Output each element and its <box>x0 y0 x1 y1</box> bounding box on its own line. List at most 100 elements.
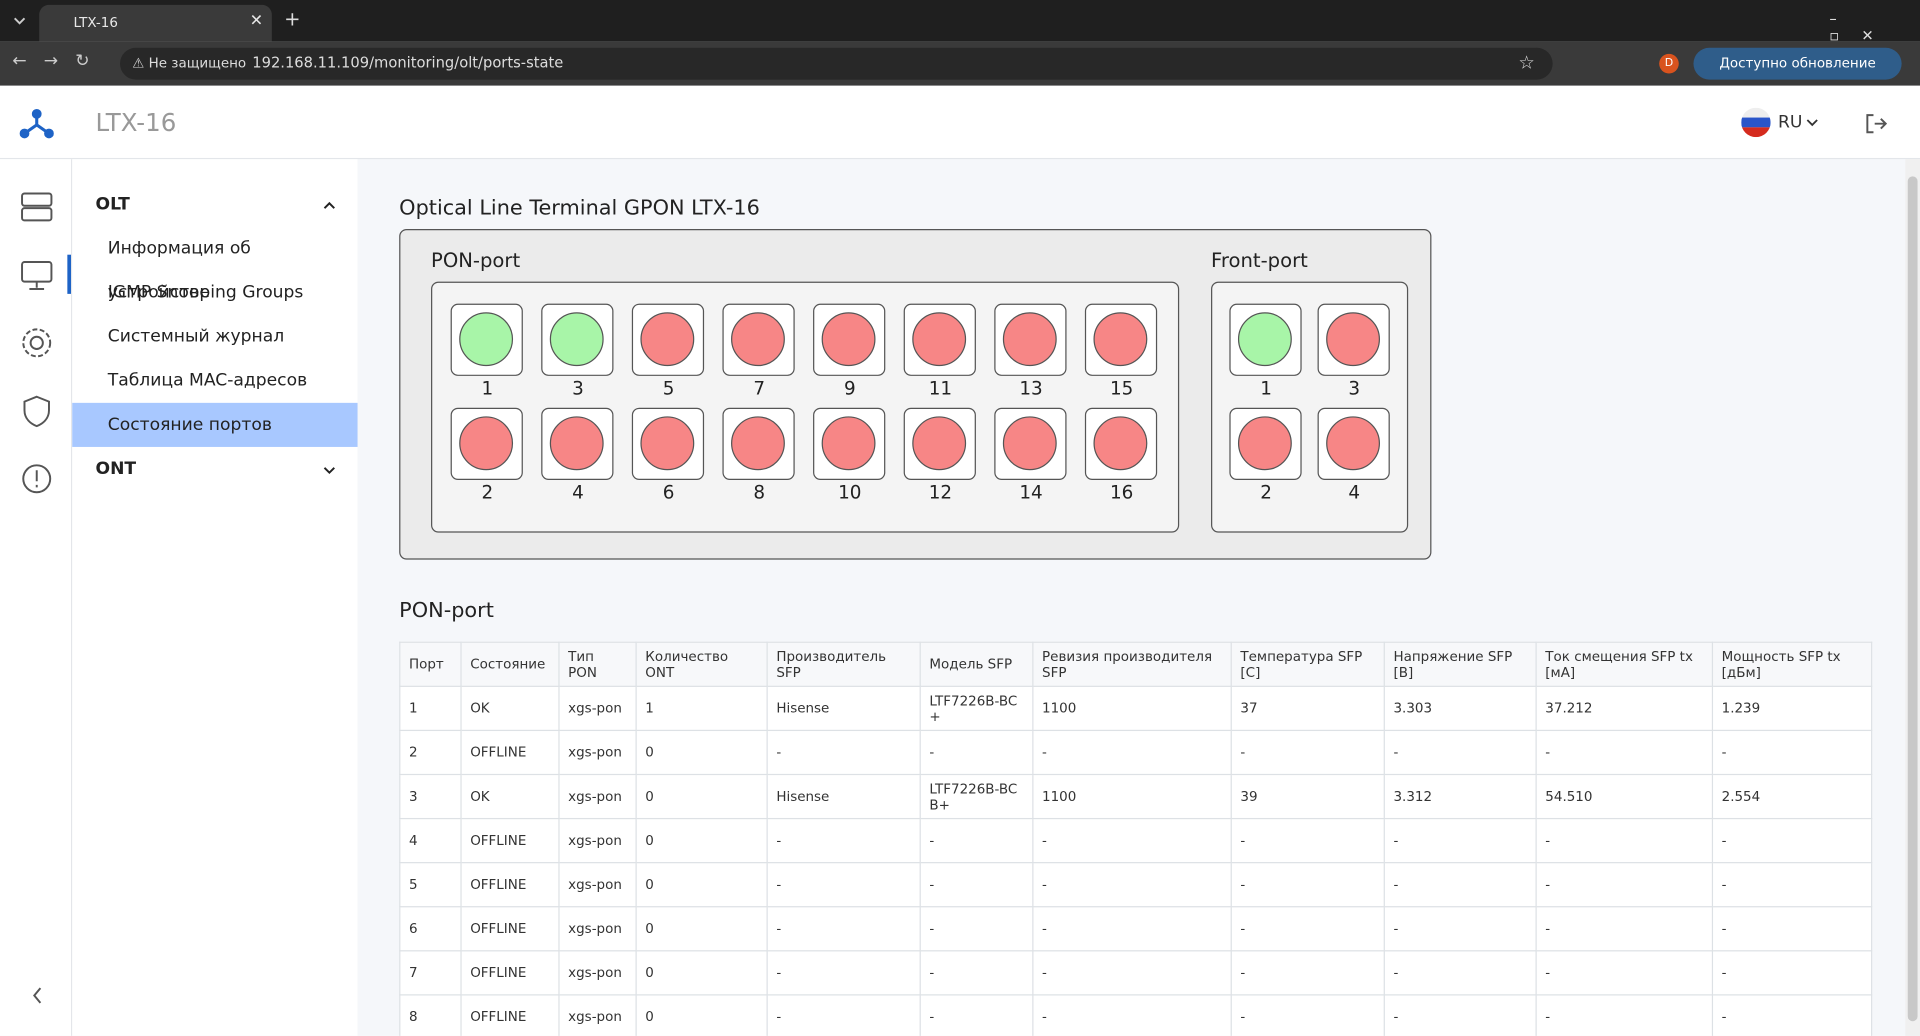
profile[interactable]: D <box>1659 53 1679 74</box>
tab[interactable]: LTX-16 ✕ <box>39 4 272 42</box>
table-cell: LTF7226B-BC+ <box>919 685 1034 732</box>
table-cell: - <box>1711 994 1873 1036</box>
table-cell: 0 <box>635 994 768 1036</box>
menu-item[interactable]: Таблица MAC-адресов <box>107 371 308 391</box>
table-cell: 4 <box>399 817 462 864</box>
port[interactable] <box>450 407 523 481</box>
port-label: 4 <box>572 481 584 504</box>
port[interactable] <box>450 303 523 376</box>
port[interactable] <box>903 407 976 481</box>
window-controls[interactable]: –▫✕ <box>1829 9 1896 45</box>
language[interactable]: RU <box>1777 112 1803 133</box>
tab-strip: LTX-16 ✕ + –▫✕ <box>0 0 1920 45</box>
table-cell: xgs-pon <box>558 994 637 1036</box>
table-cell: - <box>1535 817 1714 864</box>
port-label: 9 <box>843 377 856 400</box>
port-label: 3 <box>572 377 584 400</box>
menu-item[interactable]: Системный журнал <box>107 326 285 347</box>
table-cell: - <box>919 862 1034 908</box>
port[interactable] <box>631 303 705 376</box>
tab-close[interactable]: ✕ <box>249 12 264 31</box>
port[interactable] <box>722 303 795 376</box>
scrollbar <box>1905 159 1920 1036</box>
table-cell: 1.239 <box>1711 685 1873 732</box>
address-bar[interactable]: ⚠ Не защищено 192.168.11.109/monitoring/… <box>120 47 1553 80</box>
menu-item[interactable]: Состояние портов <box>72 402 358 447</box>
table-cell: - <box>1711 729 1873 776</box>
table-cell: - <box>1032 729 1232 776</box>
nav-buttons[interactable]: ←→↻ <box>12 51 107 72</box>
security-text: Не защищено <box>148 55 247 72</box>
port[interactable] <box>994 407 1067 481</box>
port[interactable] <box>1317 407 1390 481</box>
port[interactable] <box>1317 303 1390 376</box>
update-button[interactable]: Доступно обновление Chrome <box>1693 47 1902 103</box>
menu-item[interactable]: IGMP Snooping Groups <box>107 282 304 303</box>
table-row: 4 OFFLINE xgs-pon 0- - - - - - - <box>399 817 1873 864</box>
table-cell: 0 <box>635 950 768 996</box>
menu-group[interactable]: OLT <box>72 182 357 226</box>
url: 192.168.11.109/monitoring/olt/ports-stat… <box>252 53 564 72</box>
column-header: Температура SFP [C] <box>1230 641 1385 687</box>
port[interactable] <box>1084 407 1158 481</box>
port[interactable] <box>541 407 614 481</box>
column-header: Ревизия производителя SFP <box>1032 641 1232 687</box>
table-cell: 6 <box>399 906 462 952</box>
port[interactable] <box>541 303 614 376</box>
table-cell: - <box>766 906 921 952</box>
table-cell: xgs-pon <box>558 950 637 996</box>
menu-group[interactable]: ONT <box>72 447 357 491</box>
menu-caret <box>323 201 335 209</box>
port-label: 8 <box>753 481 766 504</box>
security[interactable]: ⚠ Не защищено <box>132 55 247 72</box>
port[interactable] <box>903 303 976 376</box>
table-cell: - <box>1383 817 1537 864</box>
port-led <box>1002 312 1057 367</box>
port[interactable] <box>813 407 886 481</box>
table-cell: xgs-pon <box>558 862 637 908</box>
table-cell: xgs-pon <box>558 685 637 732</box>
table-cell: - <box>1383 862 1537 908</box>
port[interactable] <box>1229 407 1302 481</box>
port[interactable] <box>722 407 795 481</box>
table-cell: 1 <box>635 685 768 732</box>
port-led <box>821 416 876 471</box>
table-row: 3 OK xgs-pon 0 Hisense LTF7226B-BCB+ 1100 39 3.3… <box>399 773 1873 820</box>
port-label: 5 <box>662 377 675 400</box>
table-cell: 3 <box>399 773 462 820</box>
table-cell: 39 <box>1230 773 1385 820</box>
port[interactable] <box>631 407 705 481</box>
table-cell: - <box>766 862 921 908</box>
table-cell: - <box>1535 950 1714 996</box>
port-led <box>640 416 695 471</box>
tab-menu[interactable] <box>11 12 28 29</box>
port-led <box>731 416 785 471</box>
table-cell: - <box>919 950 1034 996</box>
icon-rail <box>0 159 73 1036</box>
diagram-title: Optical Line Terminal GPON LTX-16 <box>399 195 760 221</box>
table-cell: Hisense <box>766 685 921 732</box>
port-led <box>1237 416 1292 471</box>
port-led <box>912 416 967 471</box>
port[interactable] <box>1084 303 1158 376</box>
port[interactable] <box>813 303 886 376</box>
table-cell: 2 <box>399 729 462 776</box>
table-cell: - <box>1032 950 1232 996</box>
table-cell: - <box>919 817 1034 864</box>
table-cell: 8 <box>399 994 462 1036</box>
port[interactable] <box>1229 303 1302 376</box>
logout[interactable] <box>1864 111 1888 135</box>
table-cell: xgs-pon <box>558 773 637 820</box>
port-led <box>549 416 604 471</box>
port[interactable] <box>994 303 1067 376</box>
column-header: Состояние <box>460 641 560 687</box>
new-tab[interactable]: + <box>284 7 301 31</box>
column-header: Порт <box>399 641 462 687</box>
port-led <box>1093 416 1148 471</box>
menu-item[interactable]: Информация об устройстве <box>107 238 251 303</box>
port-led <box>549 312 604 367</box>
port-label: 6 <box>662 481 675 504</box>
bookmark[interactable]: ☆ <box>1518 51 1535 74</box>
